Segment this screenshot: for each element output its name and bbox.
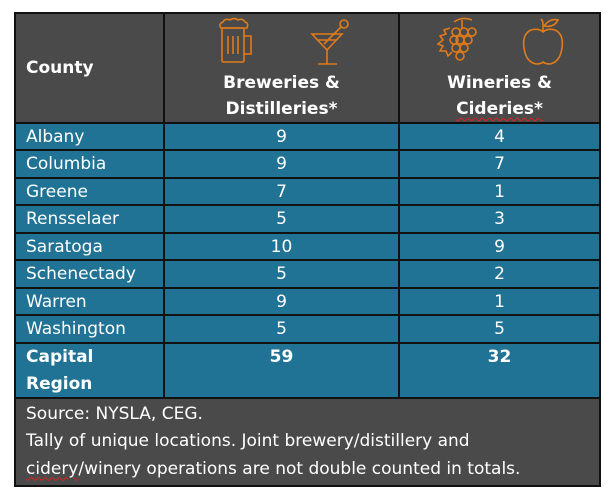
table-row: Washington 5 5 [16, 314, 599, 342]
table-row: Saratoga 10 9 [16, 231, 599, 259]
flagged-word: cidery [26, 458, 79, 479]
breweries-cell: 5 [165, 261, 400, 287]
wineries-cell: 3 [494, 209, 505, 229]
breweries-cell: 5 [165, 206, 400, 232]
county-cell: Washington [16, 316, 165, 342]
wineries-cell: 9 [494, 236, 505, 257]
wineries-cell: 1 [494, 291, 505, 312]
wineries-cell: 7 [494, 154, 505, 174]
table-row: Albany 9 4 [16, 122, 599, 149]
total-row: Capital Region 59 32 [16, 341, 599, 397]
header-breweries-line1: Breweries & [223, 73, 340, 93]
grapes-icon [435, 17, 477, 61]
table-row: Greene 7 1 [16, 176, 599, 204]
breweries-cell: 9 [165, 151, 400, 177]
tally-note-line1: Tally of unique locations. Joint brewery… [26, 431, 470, 451]
table-row: Rensselaer 5 3 [16, 204, 599, 232]
county-cell: Greene [16, 178, 165, 204]
source-note: Source: NYSLA, CEG. [26, 403, 203, 424]
tally-note-line2: cidery/winery operations are not double … [26, 456, 599, 484]
header-breweries: Breweries & Distilleries* [165, 14, 400, 122]
wineries-cell: 4 [494, 127, 505, 147]
beer-mug-icon [218, 17, 252, 63]
total-breweries: 59 [165, 343, 400, 397]
county-cell: Albany [16, 124, 165, 149]
county-cell: Schenectady [16, 261, 165, 287]
total-label-line2: Region [26, 373, 93, 394]
county-cell: Columbia [16, 151, 165, 177]
total-wineries: 32 [487, 346, 512, 367]
header-wineries-line1: Wineries & [447, 73, 552, 93]
table-footnote: Source: NYSLA, CEG. Tally of unique loca… [16, 396, 599, 485]
header-wineries-line2: Cideries* [456, 99, 543, 119]
breweries-cell: 7 [165, 178, 400, 204]
total-label-line1: Capital [26, 346, 94, 367]
table-row: Warren 9 1 [16, 286, 599, 314]
header-breweries-line2: Distilleries* [225, 99, 338, 119]
table-row: Schenectady 5 2 [16, 259, 599, 287]
martini-glass-icon [309, 19, 349, 65]
table-row: Columbia 9 7 [16, 149, 599, 177]
breweries-cell: 9 [165, 124, 400, 149]
breweries-cell: 10 [165, 233, 400, 259]
wineries-cell: 5 [494, 319, 505, 339]
wineries-cell: 1 [494, 181, 505, 202]
county-cell: Rensselaer [16, 206, 165, 232]
table-header-row: County [16, 14, 599, 122]
breweries-cell: 9 [165, 288, 400, 314]
breweries-wineries-table: County [14, 12, 601, 487]
total-label: Capital Region [16, 343, 165, 397]
header-wineries: Wineries & Cideries* [400, 14, 599, 122]
breweries-cell: 5 [165, 316, 400, 342]
apple-icon [522, 18, 563, 65]
county-cell: Warren [16, 288, 165, 314]
wineries-cell: 2 [494, 264, 505, 284]
header-county: County [16, 14, 165, 122]
county-cell: Saratoga [16, 233, 165, 259]
tally-note-line2-rest: /winery operations are not double counte… [78, 458, 521, 479]
